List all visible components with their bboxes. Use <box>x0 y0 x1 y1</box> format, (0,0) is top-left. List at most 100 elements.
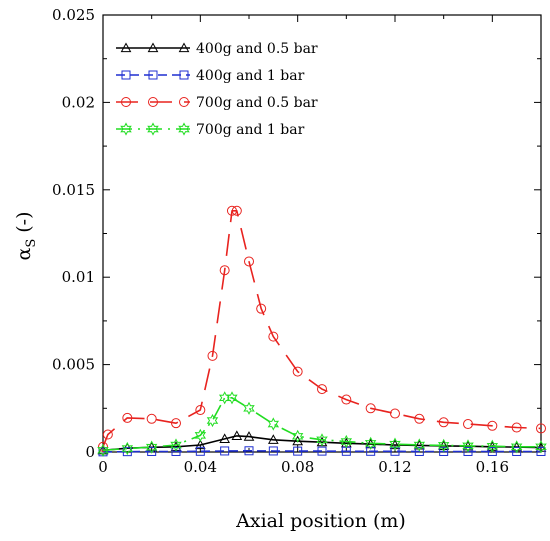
data-point <box>219 433 231 443</box>
legend-item: 700g and 0.5 bar <box>116 95 318 111</box>
legend-marker <box>178 122 190 136</box>
y-tick-label: 0.015 <box>52 181 95 199</box>
data-point <box>437 438 450 452</box>
data-point <box>98 441 108 452</box>
data-point <box>390 446 400 456</box>
plot-border <box>102 14 542 453</box>
data-point <box>146 413 157 424</box>
data-point <box>243 431 255 441</box>
data-point <box>487 420 498 431</box>
legend-label: 400g and 0.5 bar <box>196 41 318 57</box>
data-point <box>512 446 522 456</box>
data-point <box>231 205 242 216</box>
data-point <box>147 446 157 456</box>
data-point <box>122 412 133 423</box>
data-point <box>195 405 206 416</box>
data-point <box>364 436 377 450</box>
y-axis-title-subscript: S <box>24 239 39 248</box>
data-point <box>462 439 474 453</box>
data-point <box>171 418 181 429</box>
data-point <box>365 403 376 414</box>
data-point <box>244 256 254 267</box>
data-point <box>219 265 230 276</box>
data-point <box>487 446 497 456</box>
y-axis-title: αS (-) <box>13 211 39 260</box>
data-point <box>218 391 231 405</box>
data-point <box>486 439 499 453</box>
data-point <box>366 446 376 456</box>
x-axis: 0 0.04 0.08 0.12 0.16 <box>98 15 509 476</box>
data-point <box>121 441 134 456</box>
data-point <box>291 429 304 443</box>
data-point <box>226 205 237 216</box>
data-point <box>256 303 267 314</box>
data-point <box>414 413 425 424</box>
y-axis: 0 0.005 0.01 0.015 0.02 0.025 <box>52 6 541 461</box>
data-point <box>195 446 205 456</box>
legend-item: 400g and 1 bar <box>116 68 305 84</box>
x-tick-label: 0.12 <box>378 458 411 476</box>
data-point <box>102 429 113 440</box>
series-2 <box>98 446 546 457</box>
data-point <box>317 446 327 456</box>
data-point <box>292 435 304 446</box>
legend-marker <box>120 122 132 136</box>
y-axis-title-unit: (-) <box>13 211 35 238</box>
data-point <box>220 446 230 456</box>
data-point <box>243 401 255 415</box>
data-point <box>206 413 219 428</box>
x-tick-label: 0.16 <box>476 458 509 476</box>
data-point <box>292 366 303 377</box>
data-point <box>463 446 473 456</box>
series-4 <box>97 391 547 457</box>
y-tick-label: 0.02 <box>62 93 95 111</box>
data-point <box>145 440 158 454</box>
data-point <box>536 423 546 434</box>
data-point <box>438 417 449 428</box>
data-point <box>510 440 523 454</box>
legend: 400g and 0.5 bar 400g and 1 bar 700g and 0… <box>116 41 318 138</box>
series-layer <box>97 205 547 457</box>
legend-item: 700g and 1 bar <box>116 122 305 138</box>
legend-label: 700g and 1 bar <box>196 122 305 138</box>
data-point <box>268 446 278 456</box>
series-line <box>102 397 541 452</box>
data-point <box>316 433 328 447</box>
legend-label: 700g and 0.5 bar <box>196 95 318 111</box>
legend-marker <box>179 97 189 107</box>
legend-marker <box>147 42 159 53</box>
legend-marker <box>148 70 158 80</box>
x-tick-label: 0.04 <box>184 458 217 476</box>
y-tick-label: 0.01 <box>62 268 95 286</box>
data-point <box>511 422 522 433</box>
data-point <box>171 446 181 456</box>
data-point <box>244 446 254 456</box>
data-point <box>194 439 206 450</box>
legend-marker <box>148 97 158 107</box>
y-axis-title-symbol: α <box>13 248 35 261</box>
data-point <box>97 443 109 457</box>
legend-marker <box>121 70 131 80</box>
data-point <box>414 446 424 456</box>
data-point <box>340 434 353 449</box>
data-point <box>226 391 238 405</box>
legend-marker <box>147 122 159 136</box>
data-point <box>267 434 279 444</box>
legend-label: 400g and 1 bar <box>196 68 305 84</box>
data-point <box>536 446 546 456</box>
y-tick-label: 0 <box>85 443 95 461</box>
data-point <box>268 331 279 342</box>
x-axis-title: Axial position (m) <box>235 510 406 532</box>
data-point <box>267 417 280 431</box>
data-point <box>231 430 243 441</box>
legend-marker <box>179 70 189 80</box>
y-tick-label: 0.005 <box>52 356 95 374</box>
data-point <box>389 437 401 451</box>
legend-marker <box>120 42 132 53</box>
data-point <box>317 384 327 395</box>
data-point <box>207 350 218 361</box>
data-point <box>439 446 449 456</box>
x-tick-label: 0.08 <box>281 458 314 476</box>
